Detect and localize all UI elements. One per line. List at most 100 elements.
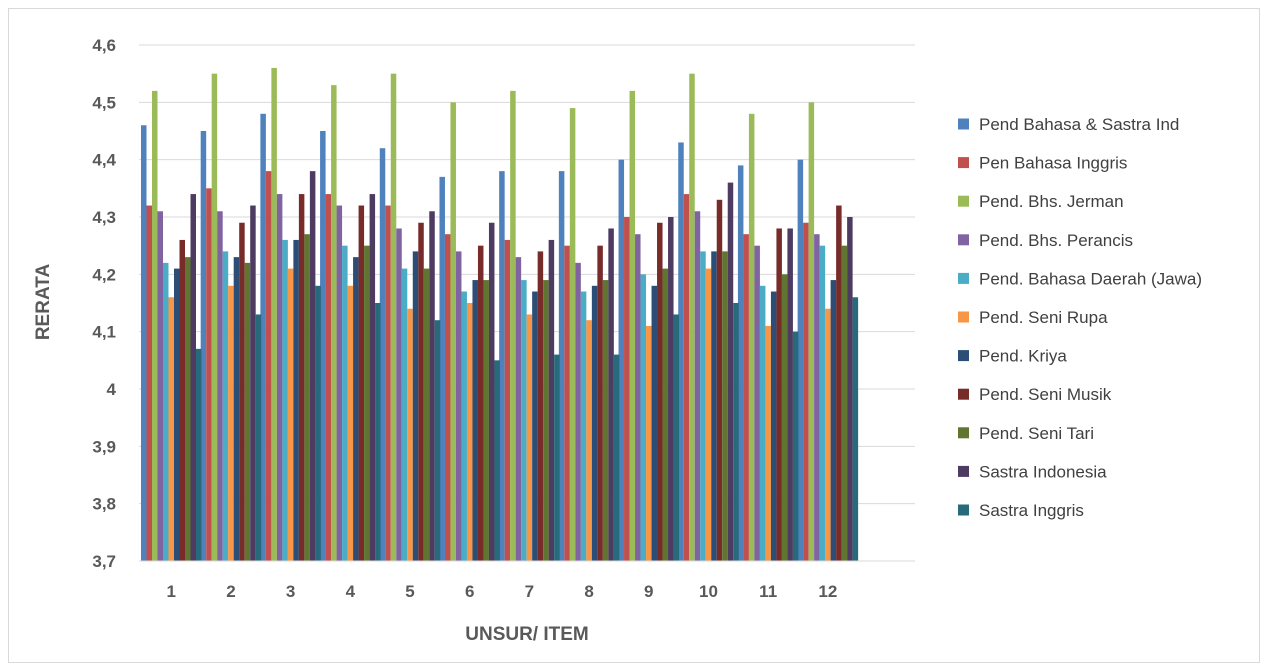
bar-series11-item6 — [494, 360, 500, 561]
bar-series11-item4 — [375, 303, 381, 561]
legend-label-8: Pend. Seni Musik — [979, 385, 1112, 404]
bar-series7-item7 — [532, 291, 538, 561]
y-tick-label: 4,3 — [92, 208, 116, 227]
y-tick-label: 3,9 — [92, 437, 116, 456]
x-tick-label: 4 — [346, 582, 356, 601]
bar-series5-item1 — [163, 262, 169, 561]
bar-series2-item2 — [206, 188, 212, 561]
x-tick-label: 11 — [759, 582, 777, 601]
bar-series3-item3 — [271, 67, 277, 562]
bar-series8-item12 — [836, 205, 842, 561]
bar-series1-item8 — [558, 171, 565, 561]
legend-label-3: Pend. Bhs. Jerman — [979, 192, 1124, 211]
y-tick-label: 3,7 — [92, 552, 116, 571]
bar-series8-item6 — [477, 245, 484, 562]
bar-series11-item12 — [852, 297, 859, 561]
bar-series2-item7 — [504, 239, 511, 561]
legend-swatch-6 — [958, 311, 969, 323]
bar-series11-item1 — [196, 348, 202, 561]
bar-series5-item6 — [461, 291, 467, 561]
bar-series6-item2 — [228, 285, 234, 561]
bar-series5-item2 — [222, 251, 229, 561]
bar-series10-item9 — [668, 217, 674, 561]
legend-swatch-4 — [958, 234, 969, 246]
bar-series7-item12 — [830, 280, 837, 561]
bar-series2-item11 — [743, 234, 749, 561]
bar-series4-item8 — [575, 262, 581, 561]
bar-series1-item5 — [379, 148, 386, 561]
legend-swatch-8 — [958, 388, 969, 400]
bar-series5-item11 — [759, 285, 766, 561]
bar-series5-item7 — [521, 280, 527, 561]
legend-label-4: Pend. Bhs. Perancis — [979, 231, 1133, 250]
bar-series6-item10 — [705, 268, 712, 561]
bar-series6-item9 — [646, 325, 652, 561]
y-axis-title: RERATA — [33, 264, 54, 341]
legend-swatch-9 — [958, 427, 969, 439]
bar-series9-item1 — [185, 257, 191, 561]
bar-series5-item10 — [700, 251, 706, 561]
bar-series9-item10 — [722, 251, 728, 561]
legend-swatch-3 — [958, 195, 969, 207]
x-tick-label: 1 — [167, 582, 176, 601]
y-tick-label: 4,1 — [92, 323, 116, 342]
bar-series10-item5 — [429, 211, 435, 561]
bar-series1-item1 — [141, 125, 147, 562]
bar-series9-item3 — [304, 234, 310, 561]
bar-series3-item7 — [510, 90, 516, 562]
bar-series2-item6 — [444, 234, 451, 561]
bar-series4-item12 — [814, 234, 820, 561]
legend-swatch-5 — [958, 272, 969, 284]
bar-series8-item11 — [776, 228, 782, 561]
bar-series6-item3 — [287, 268, 294, 561]
x-tick-label: 8 — [584, 582, 593, 601]
bar-series2-item9 — [624, 217, 630, 561]
bar-series2-item3 — [265, 171, 272, 561]
x-tick-label: 5 — [405, 582, 414, 601]
bar-series4-item3 — [276, 194, 283, 561]
bar-series5-item8 — [580, 291, 587, 561]
y-tick-label: 3,8 — [92, 495, 116, 514]
y-tick-label: 4,6 — [92, 36, 116, 55]
y-tick-label: 4,4 — [92, 151, 116, 170]
bar-series4-item4 — [336, 205, 343, 561]
bar-series9-item5 — [423, 268, 430, 561]
bar-series11-item9 — [673, 314, 680, 561]
bar-series6-item1 — [168, 297, 174, 561]
legend-swatch-11 — [958, 504, 969, 516]
bar-series9-item4 — [364, 245, 370, 562]
bar-series10-item4 — [369, 194, 376, 561]
bar-series1-item6 — [439, 176, 445, 561]
bar-series6-item6 — [466, 303, 473, 561]
bar-series7-item10 — [711, 251, 717, 561]
x-tick-label: 6 — [465, 582, 474, 601]
bar-series2-item10 — [683, 194, 690, 561]
bar-series3-item11 — [748, 113, 755, 562]
bar-series10-item1 — [190, 194, 196, 561]
bar-series1-item2 — [200, 131, 207, 561]
bar-series11-item3 — [315, 285, 321, 561]
bar-series6-item11 — [765, 325, 771, 561]
bar-series9-item9 — [662, 268, 669, 561]
legend-label-10: Sastra Indonesia — [979, 462, 1107, 481]
bar-series9-item12 — [841, 245, 848, 562]
bar-series11-item8 — [613, 354, 620, 561]
bar-series8-item1 — [179, 239, 185, 561]
bar-series7-item3 — [293, 239, 299, 561]
bar-series10-item8 — [608, 228, 614, 561]
legend-label-9: Pend. Seni Tari — [979, 424, 1094, 443]
bar-series11-item5 — [434, 320, 441, 561]
bar-series8-item9 — [657, 222, 663, 562]
bar-series10-item6 — [488, 222, 495, 562]
bar-series1-item9 — [618, 159, 625, 562]
bar-series10-item3 — [309, 171, 316, 561]
bar-series6-item5 — [407, 308, 413, 561]
bar-series5-item3 — [282, 239, 288, 561]
bar-series7-item8 — [591, 285, 598, 561]
legend-label-6: Pend. Seni Rupa — [979, 308, 1108, 327]
bar-series1-item12 — [797, 159, 804, 562]
bar-series3-item5 — [390, 73, 397, 562]
bar-series9-item11 — [781, 274, 788, 561]
bar-series6-item7 — [526, 314, 533, 561]
